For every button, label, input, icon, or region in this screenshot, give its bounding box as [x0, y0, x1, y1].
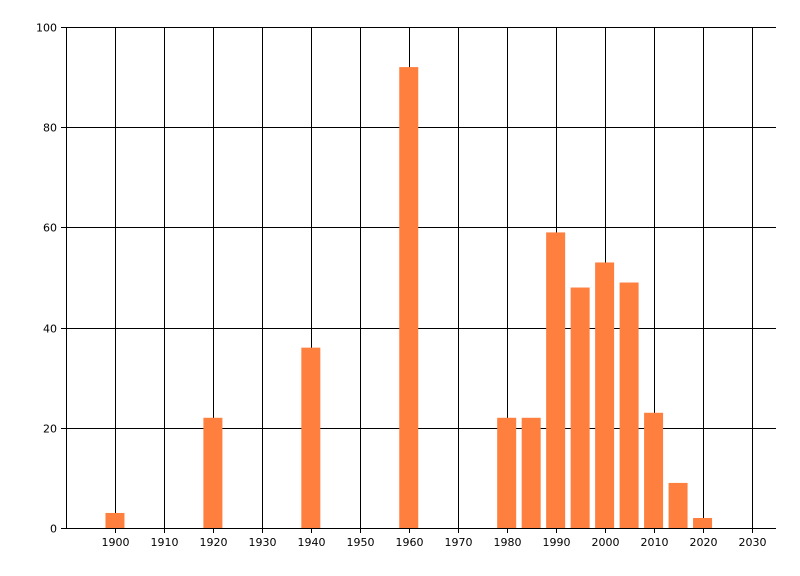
x-tick-label: 1970	[445, 536, 473, 549]
y-tick-label: 60	[43, 222, 57, 235]
x-tick-label: 1930	[249, 536, 277, 549]
y-tick-label: 0	[50, 523, 57, 536]
bars	[105, 67, 713, 528]
bar-1900	[105, 512, 125, 528]
x-tick-labels: 1900 1910 1920 1930 1940 1950 1960 1970 1980 1990…	[102, 536, 767, 549]
x-tick-label: 2010	[641, 536, 669, 549]
y-tick-label: 80	[43, 122, 57, 135]
x-tick-label: 1940	[298, 536, 326, 549]
x-tick-label: 1910	[151, 536, 179, 549]
bar-1920	[203, 417, 223, 528]
axes	[66, 27, 776, 529]
y-tick-label: 100	[36, 22, 57, 35]
x-tick-label: 1950	[347, 536, 375, 549]
x-tick-label: 2000	[592, 536, 620, 549]
x-tick-label: 1920	[200, 536, 228, 549]
bar-2020	[693, 517, 713, 528]
bar-2000	[595, 262, 615, 528]
bar-2015	[668, 482, 688, 528]
y-tick-label: 20	[43, 423, 57, 436]
bar-1990	[546, 232, 566, 528]
bar-1940	[301, 347, 321, 528]
x-tick-label: 1990	[543, 536, 571, 549]
y-tick-label: 40	[43, 323, 57, 336]
x-tick-label: 2020	[690, 536, 718, 549]
y-tick-labels: 0 20 40 60 80 100	[36, 22, 57, 536]
bar-1985	[521, 417, 541, 528]
x-tick-label: 1900	[102, 536, 130, 549]
grid-lines	[61, 27, 776, 533]
x-tick-label: 1960	[396, 536, 424, 549]
bar-1995	[570, 287, 590, 528]
bar-2005	[619, 282, 639, 528]
bar-1980	[497, 417, 517, 528]
bar-2010	[644, 412, 664, 528]
bar-1960	[399, 67, 419, 528]
x-tick-label: 1980	[494, 536, 522, 549]
x-tick-label: 2030	[739, 536, 767, 549]
